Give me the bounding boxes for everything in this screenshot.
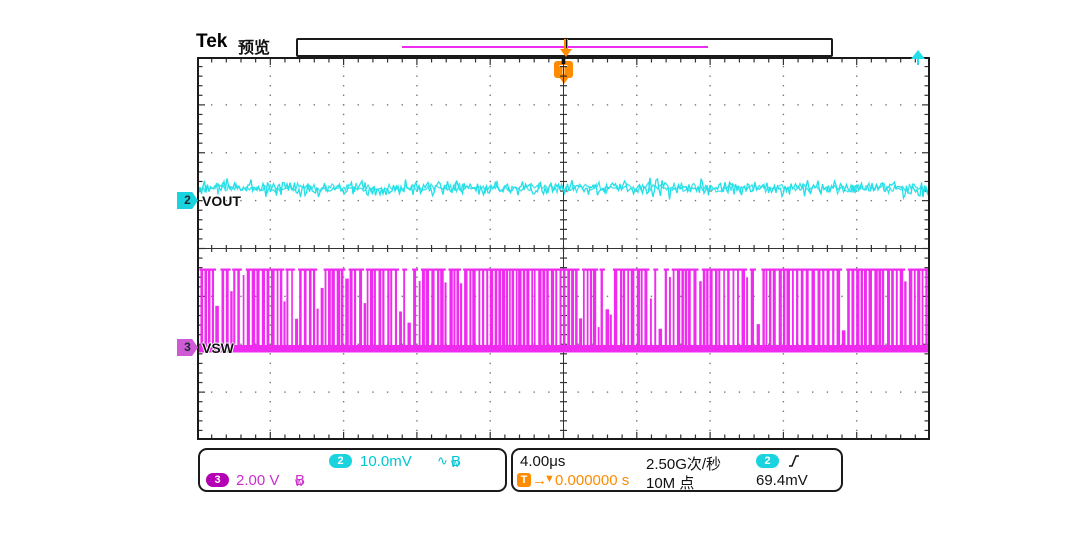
channel3-position-marker[interactable]: 3 (177, 339, 198, 356)
acquisition-preview-bar[interactable] (296, 38, 833, 57)
trigger-position-readout[interactable]: 0.000000 s (555, 472, 630, 489)
trigger-position-icon[interactable] (560, 39, 572, 57)
channel2-position-marker[interactable]: 2 (177, 192, 198, 209)
channel3-scale-readout[interactable]: 2.00 V (236, 472, 280, 489)
trigger-level-offscreen-icon[interactable] (910, 50, 926, 65)
horizontal-trigger-readout-box: 4.00μs 2.50G次/秒 2 T → ▼ 0.000000 s 10M 点… (511, 448, 843, 492)
record-view-waveform-line (402, 46, 708, 48)
ac-coupling-icon: ∿ (437, 453, 448, 468)
trigger-level-marker-icon: ▼ (544, 473, 555, 485)
record-length-readout: 10M 点 (646, 475, 695, 492)
trigger-position-badge: T (517, 473, 531, 487)
trigger-level-readout[interactable]: 69.4mV (756, 472, 808, 489)
channel2-waveform-label: VOUT (202, 193, 241, 209)
rising-edge-icon (789, 455, 799, 467)
graticule-display (197, 57, 930, 440)
trigger-arrow-icon: → (532, 472, 547, 489)
channel3-waveform-label: VSW (202, 340, 234, 356)
timebase-readout[interactable]: 4.00μs (520, 453, 566, 470)
channel3-badge[interactable]: 3 (206, 473, 229, 487)
tek-logo: Tek (196, 31, 228, 52)
channel2-badge[interactable]: 2 (329, 454, 352, 468)
trigger-source-badge[interactable]: 2 (756, 454, 779, 468)
sample-rate-readout: 2.50G次/秒 (646, 456, 722, 473)
acquisition-status: 预览 (238, 40, 271, 57)
channel2-scale-readout[interactable]: 10.0mV (360, 453, 412, 470)
